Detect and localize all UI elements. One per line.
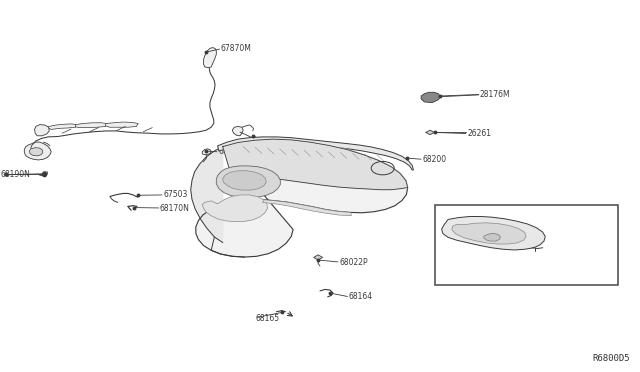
Polygon shape — [106, 122, 138, 127]
Polygon shape — [314, 255, 323, 260]
Polygon shape — [24, 142, 51, 160]
Text: 67503: 67503 — [163, 190, 188, 199]
Text: 68164: 68164 — [349, 292, 373, 301]
Text: 68190N: 68190N — [1, 170, 31, 179]
Text: 28176M: 28176M — [480, 90, 511, 99]
Polygon shape — [484, 233, 500, 241]
Polygon shape — [426, 130, 435, 135]
Text: 68170N: 68170N — [160, 204, 190, 213]
Polygon shape — [35, 125, 49, 136]
Text: 68154: 68154 — [218, 147, 243, 156]
Text: R6800D5: R6800D5 — [593, 354, 630, 363]
Text: 68022P: 68022P — [339, 258, 368, 267]
Text: 68153: 68153 — [266, 138, 291, 147]
Polygon shape — [202, 195, 268, 222]
Polygon shape — [76, 123, 108, 128]
Polygon shape — [223, 139, 408, 190]
Polygon shape — [232, 126, 243, 136]
Polygon shape — [216, 166, 280, 198]
Polygon shape — [29, 148, 43, 156]
Text: 67870M: 67870M — [221, 44, 252, 53]
Text: 68200: 68200 — [422, 155, 447, 164]
Text: 68165: 68165 — [256, 314, 280, 323]
Polygon shape — [442, 217, 545, 250]
Polygon shape — [223, 171, 266, 190]
Polygon shape — [191, 147, 223, 243]
Polygon shape — [204, 48, 216, 68]
Bar — [435, 205, 618, 285]
Polygon shape — [452, 223, 526, 244]
Polygon shape — [196, 139, 408, 257]
Text: 26261: 26261 — [467, 129, 492, 138]
Text: 68102: 68102 — [584, 234, 608, 243]
Polygon shape — [262, 200, 351, 216]
Polygon shape — [218, 137, 413, 170]
Polygon shape — [49, 124, 77, 129]
Polygon shape — [421, 92, 440, 103]
Polygon shape — [202, 149, 211, 155]
